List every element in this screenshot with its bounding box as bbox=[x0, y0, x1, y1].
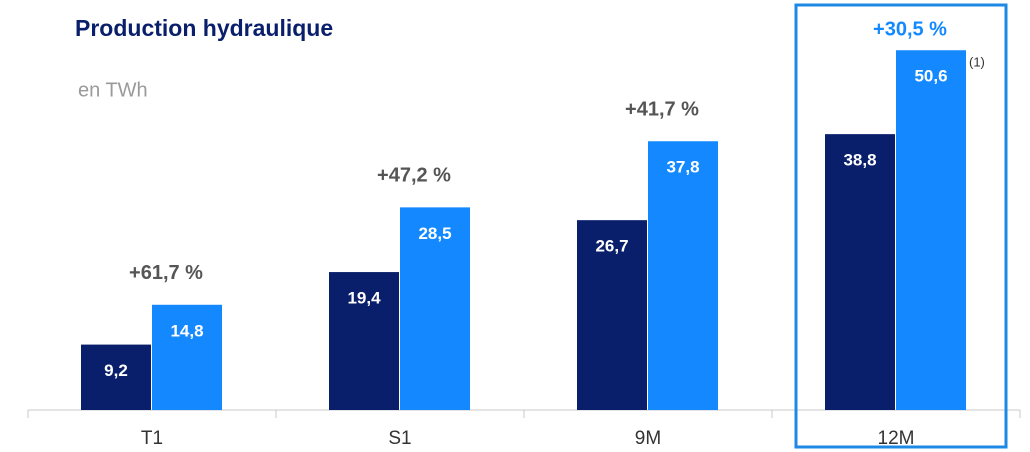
x-tick-label: S1 bbox=[388, 428, 411, 449]
value-label: 19,4 bbox=[347, 289, 381, 308]
chart-title: Production hydraulique bbox=[75, 15, 333, 41]
value-label: 37,8 bbox=[666, 158, 699, 177]
value-label: 38,8 bbox=[843, 151, 876, 170]
growth-annotation: +41,7 % bbox=[625, 99, 699, 121]
bar bbox=[400, 207, 470, 410]
value-label: 28,5 bbox=[418, 224, 451, 243]
bar bbox=[825, 134, 895, 410]
bar bbox=[152, 304, 222, 410]
growth-annotation: +30,5 % bbox=[873, 19, 947, 41]
growth-annotation: +47,2 % bbox=[377, 165, 451, 187]
growth-annotation: +61,7 % bbox=[129, 262, 203, 284]
x-tick-label: 12M bbox=[878, 428, 915, 449]
value-label: 26,7 bbox=[595, 237, 628, 256]
bar bbox=[329, 272, 399, 410]
value-label: 9,2 bbox=[104, 361, 128, 380]
x-tick-label: 9M bbox=[635, 428, 661, 449]
bar bbox=[81, 344, 151, 410]
highlight-box bbox=[794, 3, 1008, 449]
x-tick-label: T1 bbox=[141, 428, 163, 449]
bar bbox=[577, 220, 647, 410]
value-label: 50,6 bbox=[914, 67, 947, 86]
chart-subtitle: en TWh bbox=[78, 79, 148, 101]
value-label: 14,8 bbox=[170, 321, 203, 340]
footnote-marker: (1) bbox=[969, 55, 985, 70]
bar bbox=[648, 141, 718, 410]
bar bbox=[896, 50, 966, 410]
